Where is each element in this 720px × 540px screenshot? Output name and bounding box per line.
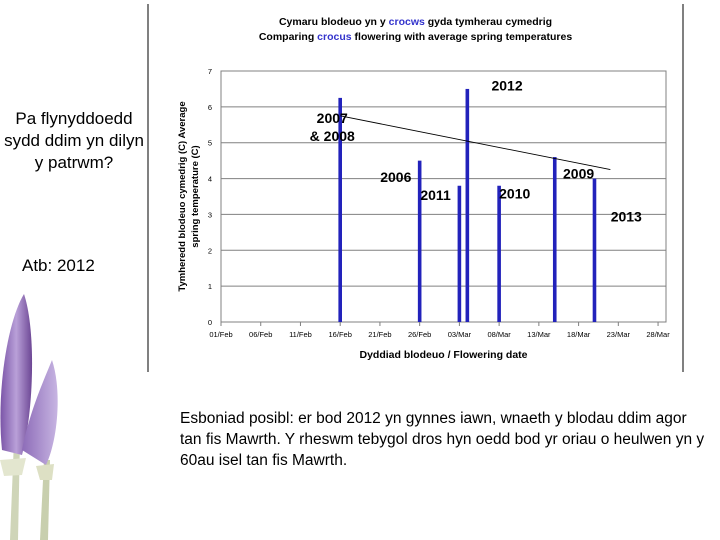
y-tick-label: 6 — [208, 103, 212, 112]
y-axis-label: Tymheredd blodeuo cymedrig (C) Average — [177, 101, 188, 291]
y-tick-label: 3 — [208, 210, 212, 219]
crocus-flower-photo — [0, 294, 58, 540]
bar-2007-2008 — [338, 97, 342, 323]
x-tick-label: 01/Feb — [209, 330, 232, 339]
x-tick-label: 16/Feb — [329, 330, 352, 339]
bar-2010 — [497, 185, 501, 322]
bar-2012 — [465, 88, 470, 322]
bar-2009 — [552, 157, 557, 322]
x-tick-label: 28/Mar — [646, 330, 670, 339]
x-tick-label: 26/Feb — [408, 330, 431, 339]
bar-year-label: 2012 — [491, 78, 522, 94]
chart-title-welsh: Cymaru blodeuo yn y crocws gyda tymherau… — [149, 16, 682, 28]
x-tick-label: 03/Mar — [448, 330, 472, 339]
y-tick-label: 0 — [208, 318, 212, 327]
flowering-chart: 0 1 2 3 4 5 6 7 01/Feb 06/Feb 11/Feb 16/Feb 21/Feb 26… — [177, 67, 670, 361]
bar-year-label: 2010 — [499, 185, 530, 201]
question-text: Pa flynyddoedd sydd ddim yn dilyn y patr… — [4, 109, 144, 172]
y-tick-label: 4 — [208, 175, 212, 184]
bar-year-label: 2009 — [563, 166, 594, 182]
y-tick-label: 7 — [208, 67, 212, 76]
y-axis-label: spring temperature (C) — [190, 145, 201, 247]
x-tick-label: 06/Feb — [249, 330, 272, 339]
chart-title-welsh-post: gyda tymherau cymedrig — [424, 16, 553, 28]
bar-2011 — [457, 185, 462, 322]
chart-title-english-post: flowering with average spring temperatur… — [351, 31, 573, 43]
explanation-text: Esboniad posibl: er bod 2012 yn gynnes i… — [180, 408, 710, 471]
chart-panel: Cymaru blodeuo yn y crocws gyda tymherau… — [147, 4, 684, 372]
bar-year-label: 2013 — [611, 209, 642, 225]
y-tick-label: 5 — [208, 139, 212, 148]
bar-year-label: 2011 — [420, 187, 451, 203]
chart-title-english: Comparing crocus flowering with average … — [149, 31, 682, 43]
x-tick-label: 23/Mar — [607, 330, 631, 339]
bar-year-label: 2007 — [317, 110, 348, 126]
chart-title-welsh-pre: Cymaru blodeuo yn y — [278, 16, 389, 28]
x-axis-label: Dyddiad blodeuo / Flowering date — [359, 349, 527, 361]
bar-year-label: 2006 — [380, 169, 411, 185]
x-tick-label: 08/Mar — [487, 330, 511, 339]
answer-text: Atb: 2012 — [22, 256, 95, 275]
chart-title-english-highlight: crocus — [317, 31, 352, 43]
explanation-label: Esboniad posibl — [180, 410, 290, 427]
chart-title-welsh-highlight: crocws — [388, 16, 425, 28]
y-tick-label: 2 — [208, 246, 212, 255]
chart-title-english-pre: Comparing — [258, 31, 318, 43]
trendline — [340, 115, 611, 171]
x-tick-label: 11/Feb — [289, 330, 312, 339]
bar-year-label: & 2008 — [310, 128, 355, 144]
x-tick-label: 18/Mar — [567, 330, 591, 339]
bar-2013 — [592, 178, 597, 322]
plot-area — [220, 70, 667, 323]
bar-2006 — [417, 160, 422, 322]
explanation-body: : er bod 2012 yn gynnes iawn, wnaeth y b… — [180, 410, 705, 469]
y-tick-label: 1 — [208, 282, 212, 291]
x-tick-label: 21/Feb — [368, 330, 391, 339]
x-tick-label: 13/Mar — [527, 330, 551, 339]
